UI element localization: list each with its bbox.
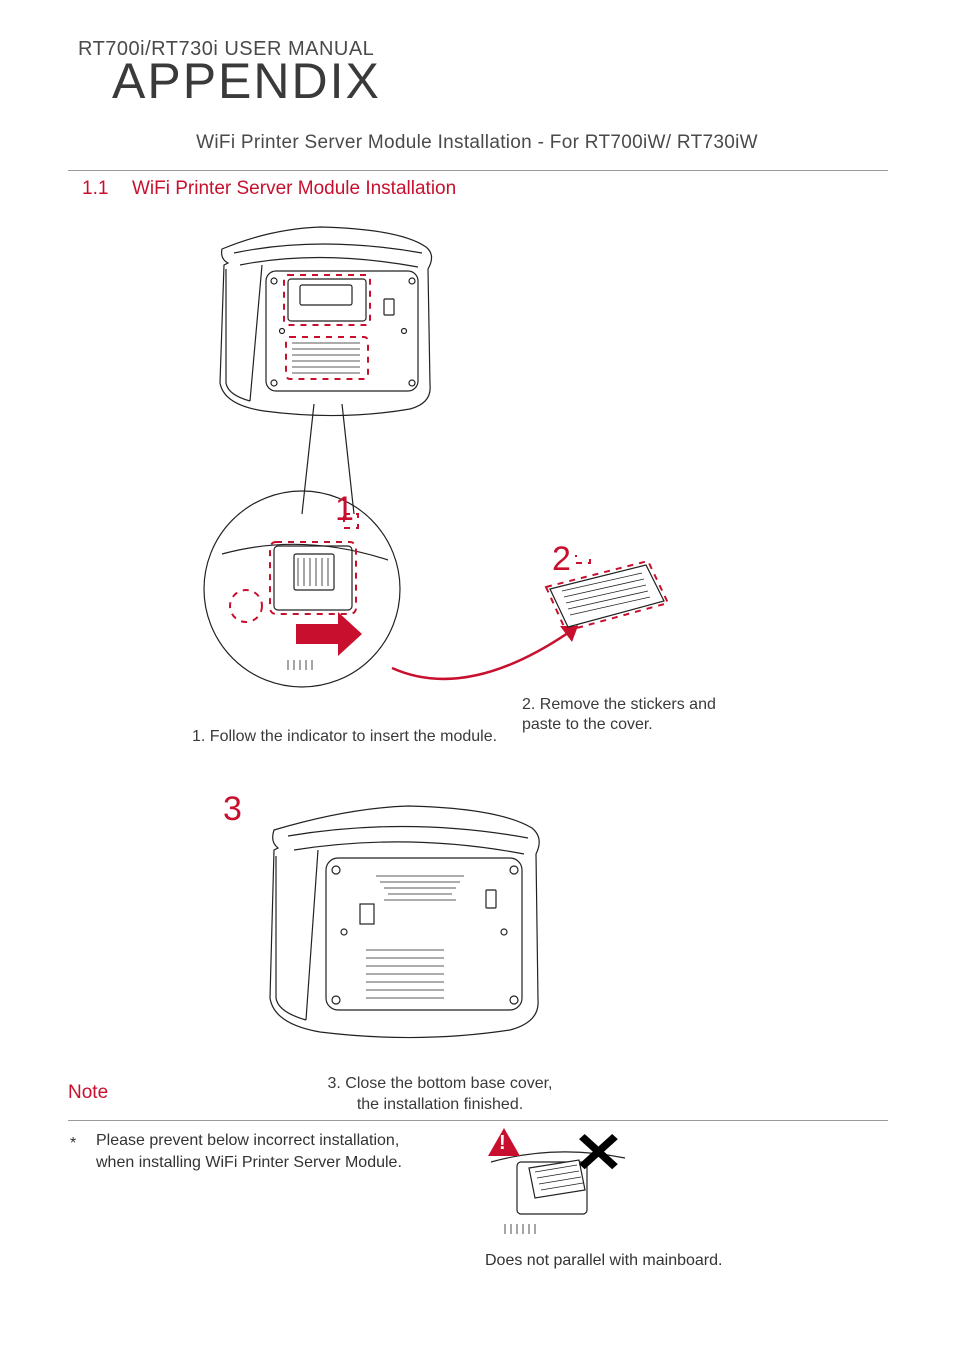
rule-note [68, 1120, 888, 1121]
caption-step-2-line2: paste to the cover. [522, 714, 653, 736]
note-asterisk: * [70, 1135, 76, 1153]
note-line-1: Please prevent below incorrect installat… [96, 1132, 399, 1150]
figure-detail-circle [192, 484, 412, 694]
caption-step-3-line2: the installation finished. [280, 1094, 600, 1116]
caption-step-1: 1. Follow the indicator to insert the mo… [192, 726, 497, 748]
incorrect-x-icon: ✕ [573, 1120, 625, 1186]
note-line-2: when installing WiFi Printer Server Modu… [96, 1154, 402, 1172]
caption-step-3-line1: 3. Close the bottom base cover, [280, 1073, 600, 1095]
caption-step-2-line1: 2. Remove the stickers and [522, 694, 716, 716]
section-number: 1.1 [82, 178, 108, 200]
figure-sticker-detail [538, 555, 673, 645]
figure-printer-closed [248, 804, 553, 1054]
warning-exclamation-icon: ! [499, 1132, 506, 1155]
figure-number-3: 3 [223, 790, 242, 829]
section-title: WiFi Printer Server Module Installation [132, 178, 456, 200]
caption-incorrect: Does not parallel with mainboard. [485, 1252, 722, 1270]
rule-top [68, 170, 888, 171]
figure-number-1: 1 [335, 490, 354, 529]
note-label: Note [68, 1082, 108, 1104]
page-subtitle: WiFi Printer Server Module Installation … [0, 132, 954, 154]
page-title-appendix: APPENDIX [112, 52, 381, 110]
